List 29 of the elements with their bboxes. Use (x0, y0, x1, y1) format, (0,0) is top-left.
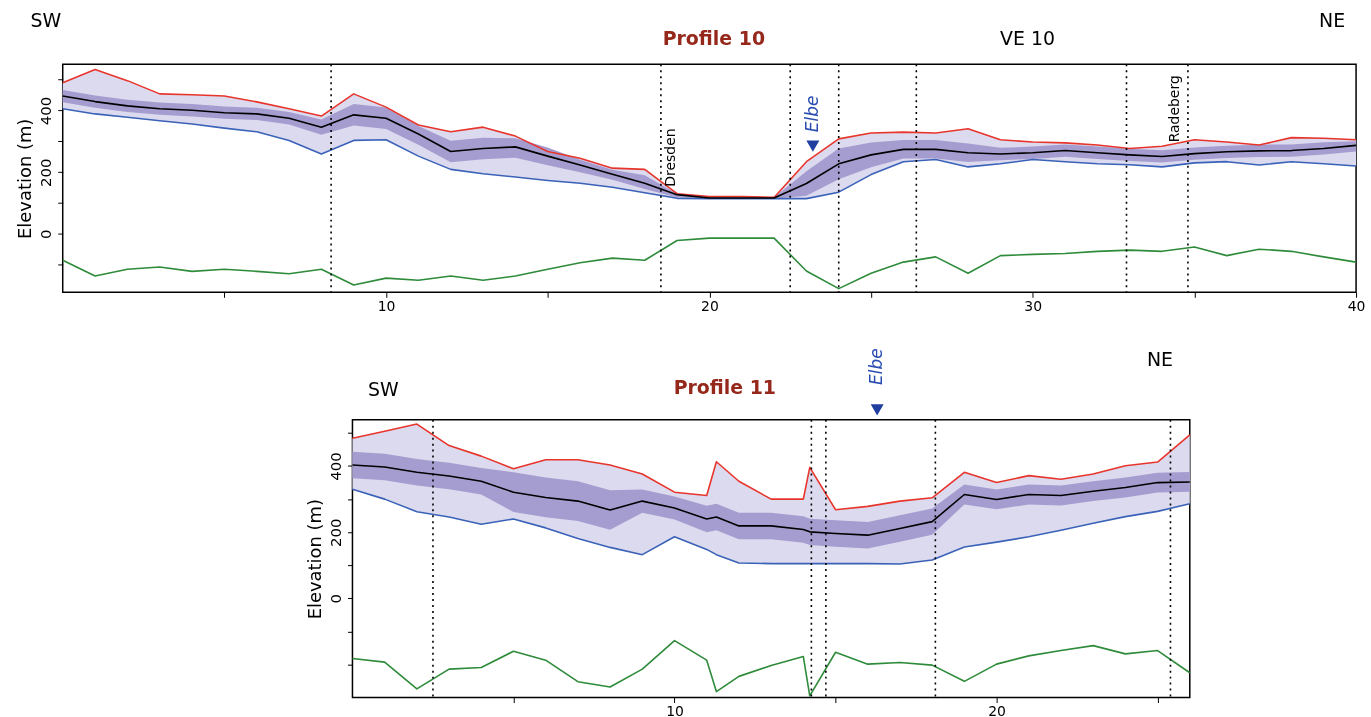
text: SW (30, 9, 62, 32)
text: NE (1319, 9, 1346, 32)
y-tick-label: 200 (327, 518, 346, 547)
annotation: Radeberg (1165, 75, 1182, 143)
y-tick-label: 0 (37, 229, 56, 240)
x-tick-label: 20 (988, 702, 1006, 717)
text: NE (1146, 347, 1173, 370)
chart-title: Profile 10 (662, 27, 766, 50)
x-tick-label: 40 (1347, 297, 1366, 314)
text: VE 10 (1000, 27, 1055, 50)
line-series (351, 488, 1191, 565)
chart-title: Profile 11 (673, 375, 777, 398)
annotation: Dresden (661, 128, 678, 187)
line-series (61, 237, 1357, 290)
y-tick-label: 400 (37, 96, 56, 126)
x-tick-label: 20 (701, 297, 719, 314)
line-series (351, 423, 1191, 511)
y-tick-label: 200 (37, 158, 56, 187)
x-tick-label: 10 (377, 297, 396, 314)
y-tick-label: 400 (327, 452, 346, 481)
x-tick-label: 10 (666, 702, 684, 717)
y-tick-label: 0 (327, 594, 346, 604)
y-axis-title: Elevation (m) (304, 498, 326, 620)
line-series (351, 639, 1191, 697)
text: Elbe (866, 348, 887, 385)
text: SW (367, 377, 399, 400)
annotation: Elbe (801, 95, 822, 133)
y-axis-title: Elevation (m) (14, 118, 36, 239)
x-tick-label: 30 (1024, 297, 1043, 314)
